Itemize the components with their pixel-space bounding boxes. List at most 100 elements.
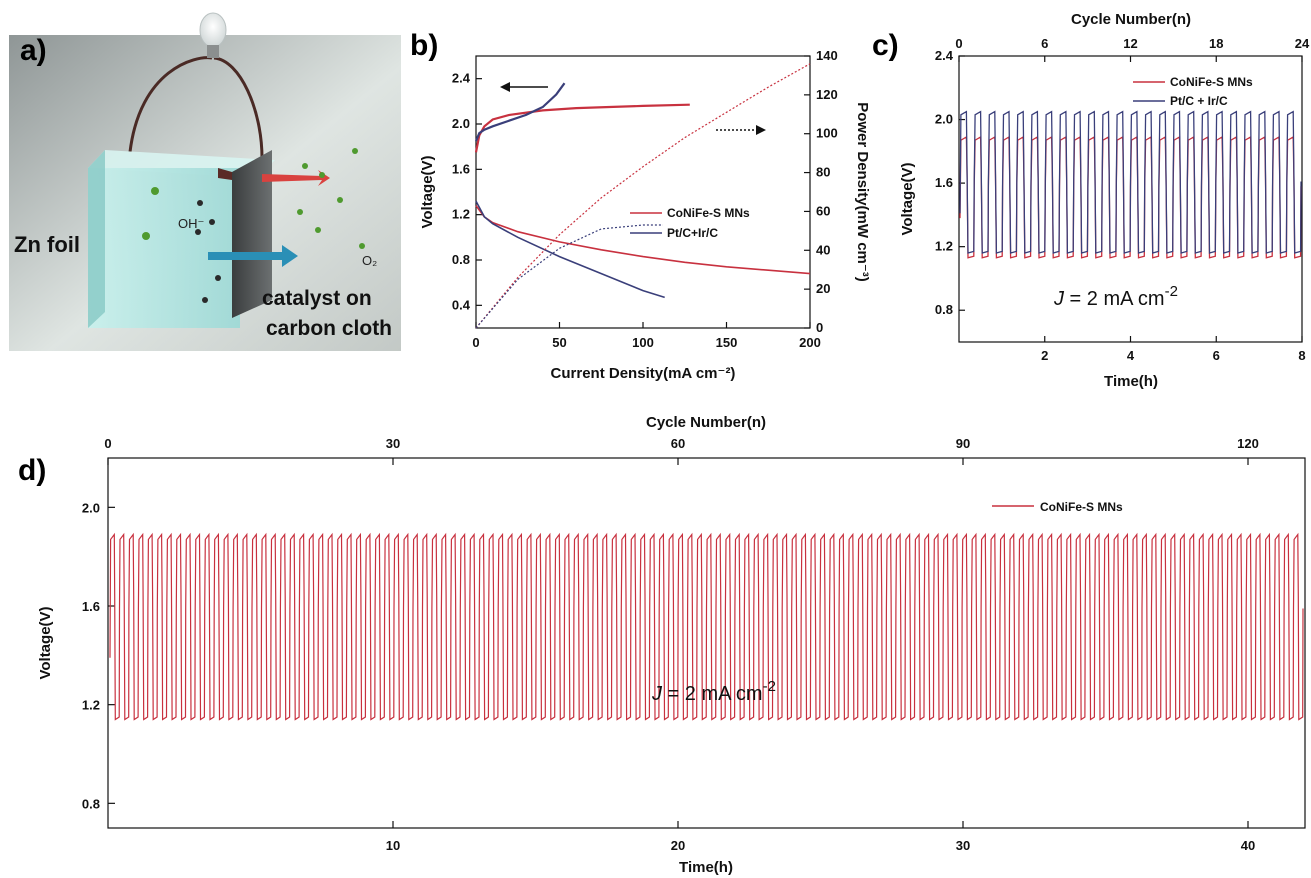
y2-axis-label: Power Density(mW cm⁻³) bbox=[854, 102, 871, 282]
legend-c: CoNiFe-S MNs Pt/C + Ir/C bbox=[1133, 75, 1253, 108]
panel-label-c: c) bbox=[872, 29, 899, 62]
y-axis-label: Voltage(V) bbox=[899, 162, 916, 235]
y-tick-label: 2.0 bbox=[935, 112, 953, 127]
y-tick-label: 2.4 bbox=[452, 71, 471, 86]
y2-tick-label: 40 bbox=[816, 242, 830, 257]
x2-tick-label: 18 bbox=[1209, 36, 1223, 51]
series-charge-conife bbox=[474, 103, 690, 153]
x2-tick-label: 30 bbox=[386, 436, 400, 451]
x2-tick-label: 0 bbox=[104, 436, 111, 451]
x-tick-label: 2 bbox=[1041, 348, 1048, 363]
lightbulb-icon bbox=[199, 12, 227, 48]
bulb-base-icon bbox=[207, 45, 219, 58]
x-axis-label: Time(h) bbox=[679, 859, 733, 876]
x-tick-label: 8 bbox=[1298, 348, 1305, 363]
right-arrow-icon bbox=[716, 125, 766, 135]
x2-axis-label: Cycle Number(n) bbox=[1071, 11, 1191, 28]
x-axis-label: Time(h) bbox=[1104, 373, 1158, 390]
wire-right bbox=[213, 56, 264, 159]
blue-arrow-icon bbox=[208, 245, 298, 267]
panel-a: Zn foil OH⁻ O₂ catalyst on carbon cloth … bbox=[9, 12, 401, 351]
y-axis-label: Voltage(V) bbox=[37, 606, 54, 679]
catalyst-label-line1: catalyst on bbox=[262, 287, 372, 310]
y-tick-label: 0.8 bbox=[452, 252, 470, 267]
plot-frame-b bbox=[475, 55, 811, 329]
panel-b: b) 0 50 100 150 200 0.4 0.8 1.2 1.6 2.0 2.4 0 20 40 60… bbox=[410, 29, 871, 382]
current-density-annotation: J = 2 mA cm-2 bbox=[1053, 283, 1178, 310]
legend-entry: Pt/C+Ir/C bbox=[667, 226, 718, 240]
legend-entry: CoNiFe-S MNs bbox=[1170, 75, 1253, 89]
x-tick-label: 4 bbox=[1127, 348, 1135, 363]
y2-tick-label: 20 bbox=[816, 281, 830, 296]
x2-tick-label: 60 bbox=[671, 436, 685, 451]
y-tick-label: 1.6 bbox=[452, 161, 470, 176]
panel-label-b: b) bbox=[410, 29, 438, 62]
x2-tick-label: 120 bbox=[1237, 436, 1259, 451]
left-arrow-icon bbox=[500, 82, 548, 92]
x-tick-label: 100 bbox=[632, 335, 654, 350]
series-discharge-conife bbox=[475, 205, 811, 275]
x-tick-label: 200 bbox=[799, 335, 821, 350]
legend-entry: CoNiFe-S MNs bbox=[667, 206, 750, 220]
y-tick-label: 1.6 bbox=[935, 175, 953, 190]
y-tick-label: 1.2 bbox=[452, 207, 470, 222]
x-tick-label: 50 bbox=[552, 335, 566, 350]
y2-tick-label: 100 bbox=[816, 126, 838, 141]
series-charge-ptc bbox=[474, 82, 566, 142]
y-tick-label: 1.2 bbox=[935, 239, 953, 254]
y-tick-label: 2.4 bbox=[935, 48, 954, 63]
y2-tick-label: 80 bbox=[816, 165, 830, 180]
tank-side bbox=[88, 150, 105, 328]
y-axis-label: Voltage(V) bbox=[419, 155, 436, 228]
zn-foil-label: Zn foil bbox=[14, 232, 80, 257]
red-arrow-icon bbox=[262, 170, 330, 186]
x2-axis-label: Cycle Number(n) bbox=[646, 414, 766, 431]
y2-tick-label: 120 bbox=[816, 87, 838, 102]
x2-tick-label: 6 bbox=[1041, 36, 1048, 51]
x-axis-label: Current Density(mA cm⁻²) bbox=[551, 365, 736, 382]
x-tick-label: 6 bbox=[1213, 348, 1220, 363]
current-density-annotation: J = 2 mA cm-2 bbox=[651, 678, 776, 705]
series-cycle-conife bbox=[109, 532, 1304, 721]
series-power-ptc bbox=[475, 224, 663, 329]
panel-d: d) 10 20 30 40 0 30 60 90 120 0.8 1.2 1.6 2.0 CoNiFe… bbox=[18, 414, 1306, 876]
panel-label-a: a) bbox=[20, 34, 47, 67]
carbon-cloth-electrode bbox=[232, 150, 272, 318]
x2-tick-label: 24 bbox=[1295, 36, 1310, 51]
y-tick-label: 0.8 bbox=[935, 302, 953, 317]
series-power-conife bbox=[475, 63, 811, 329]
x2-tick-label: 90 bbox=[956, 436, 970, 451]
plot-frame-d bbox=[107, 457, 1306, 829]
y2-tick-label: 140 bbox=[816, 48, 838, 63]
x-tick-label: 40 bbox=[1241, 838, 1255, 853]
x-tick-label: 30 bbox=[956, 838, 970, 853]
legend-entry: Pt/C + Ir/C bbox=[1170, 94, 1228, 108]
dark-arrow-icon bbox=[218, 168, 232, 180]
o2-label: O₂ bbox=[362, 253, 377, 268]
particles bbox=[142, 148, 365, 249]
y-tick-label: 1.6 bbox=[82, 599, 100, 614]
y2-tick-label: 0 bbox=[816, 320, 823, 335]
y-tick-label: 2.0 bbox=[452, 116, 470, 131]
y-tick-label: 1.2 bbox=[82, 698, 100, 713]
wire-left bbox=[128, 56, 213, 153]
series-cycle-ptc bbox=[959, 110, 1302, 254]
panel-c: c) 2 4 6 80 6 12 18 240.81.21.62.02.4 CoNiFe-S … bbox=[872, 11, 1310, 390]
x2-tick-label: 0 bbox=[955, 36, 962, 51]
x-tick-label: 20 bbox=[671, 838, 685, 853]
legend-d: CoNiFe-S MNs bbox=[992, 500, 1123, 514]
x-tick-label: 0 bbox=[472, 335, 479, 350]
y2-tick-label: 60 bbox=[816, 203, 830, 218]
catalyst-label-line2: carbon cloth bbox=[266, 317, 392, 340]
y-tick-label: 0.8 bbox=[82, 796, 100, 811]
x2-tick-label: 12 bbox=[1123, 36, 1137, 51]
legend-entry: CoNiFe-S MNs bbox=[1040, 500, 1123, 514]
dark-particles bbox=[195, 200, 221, 303]
legend-b: CoNiFe-S MNs Pt/C+Ir/C bbox=[630, 206, 750, 240]
x-tick-label: 10 bbox=[386, 838, 400, 853]
x-tick-label: 150 bbox=[716, 335, 738, 350]
y-tick-label: 0.4 bbox=[452, 297, 471, 312]
electrolyte-tank bbox=[88, 168, 240, 328]
oh-label: OH⁻ bbox=[178, 216, 204, 231]
